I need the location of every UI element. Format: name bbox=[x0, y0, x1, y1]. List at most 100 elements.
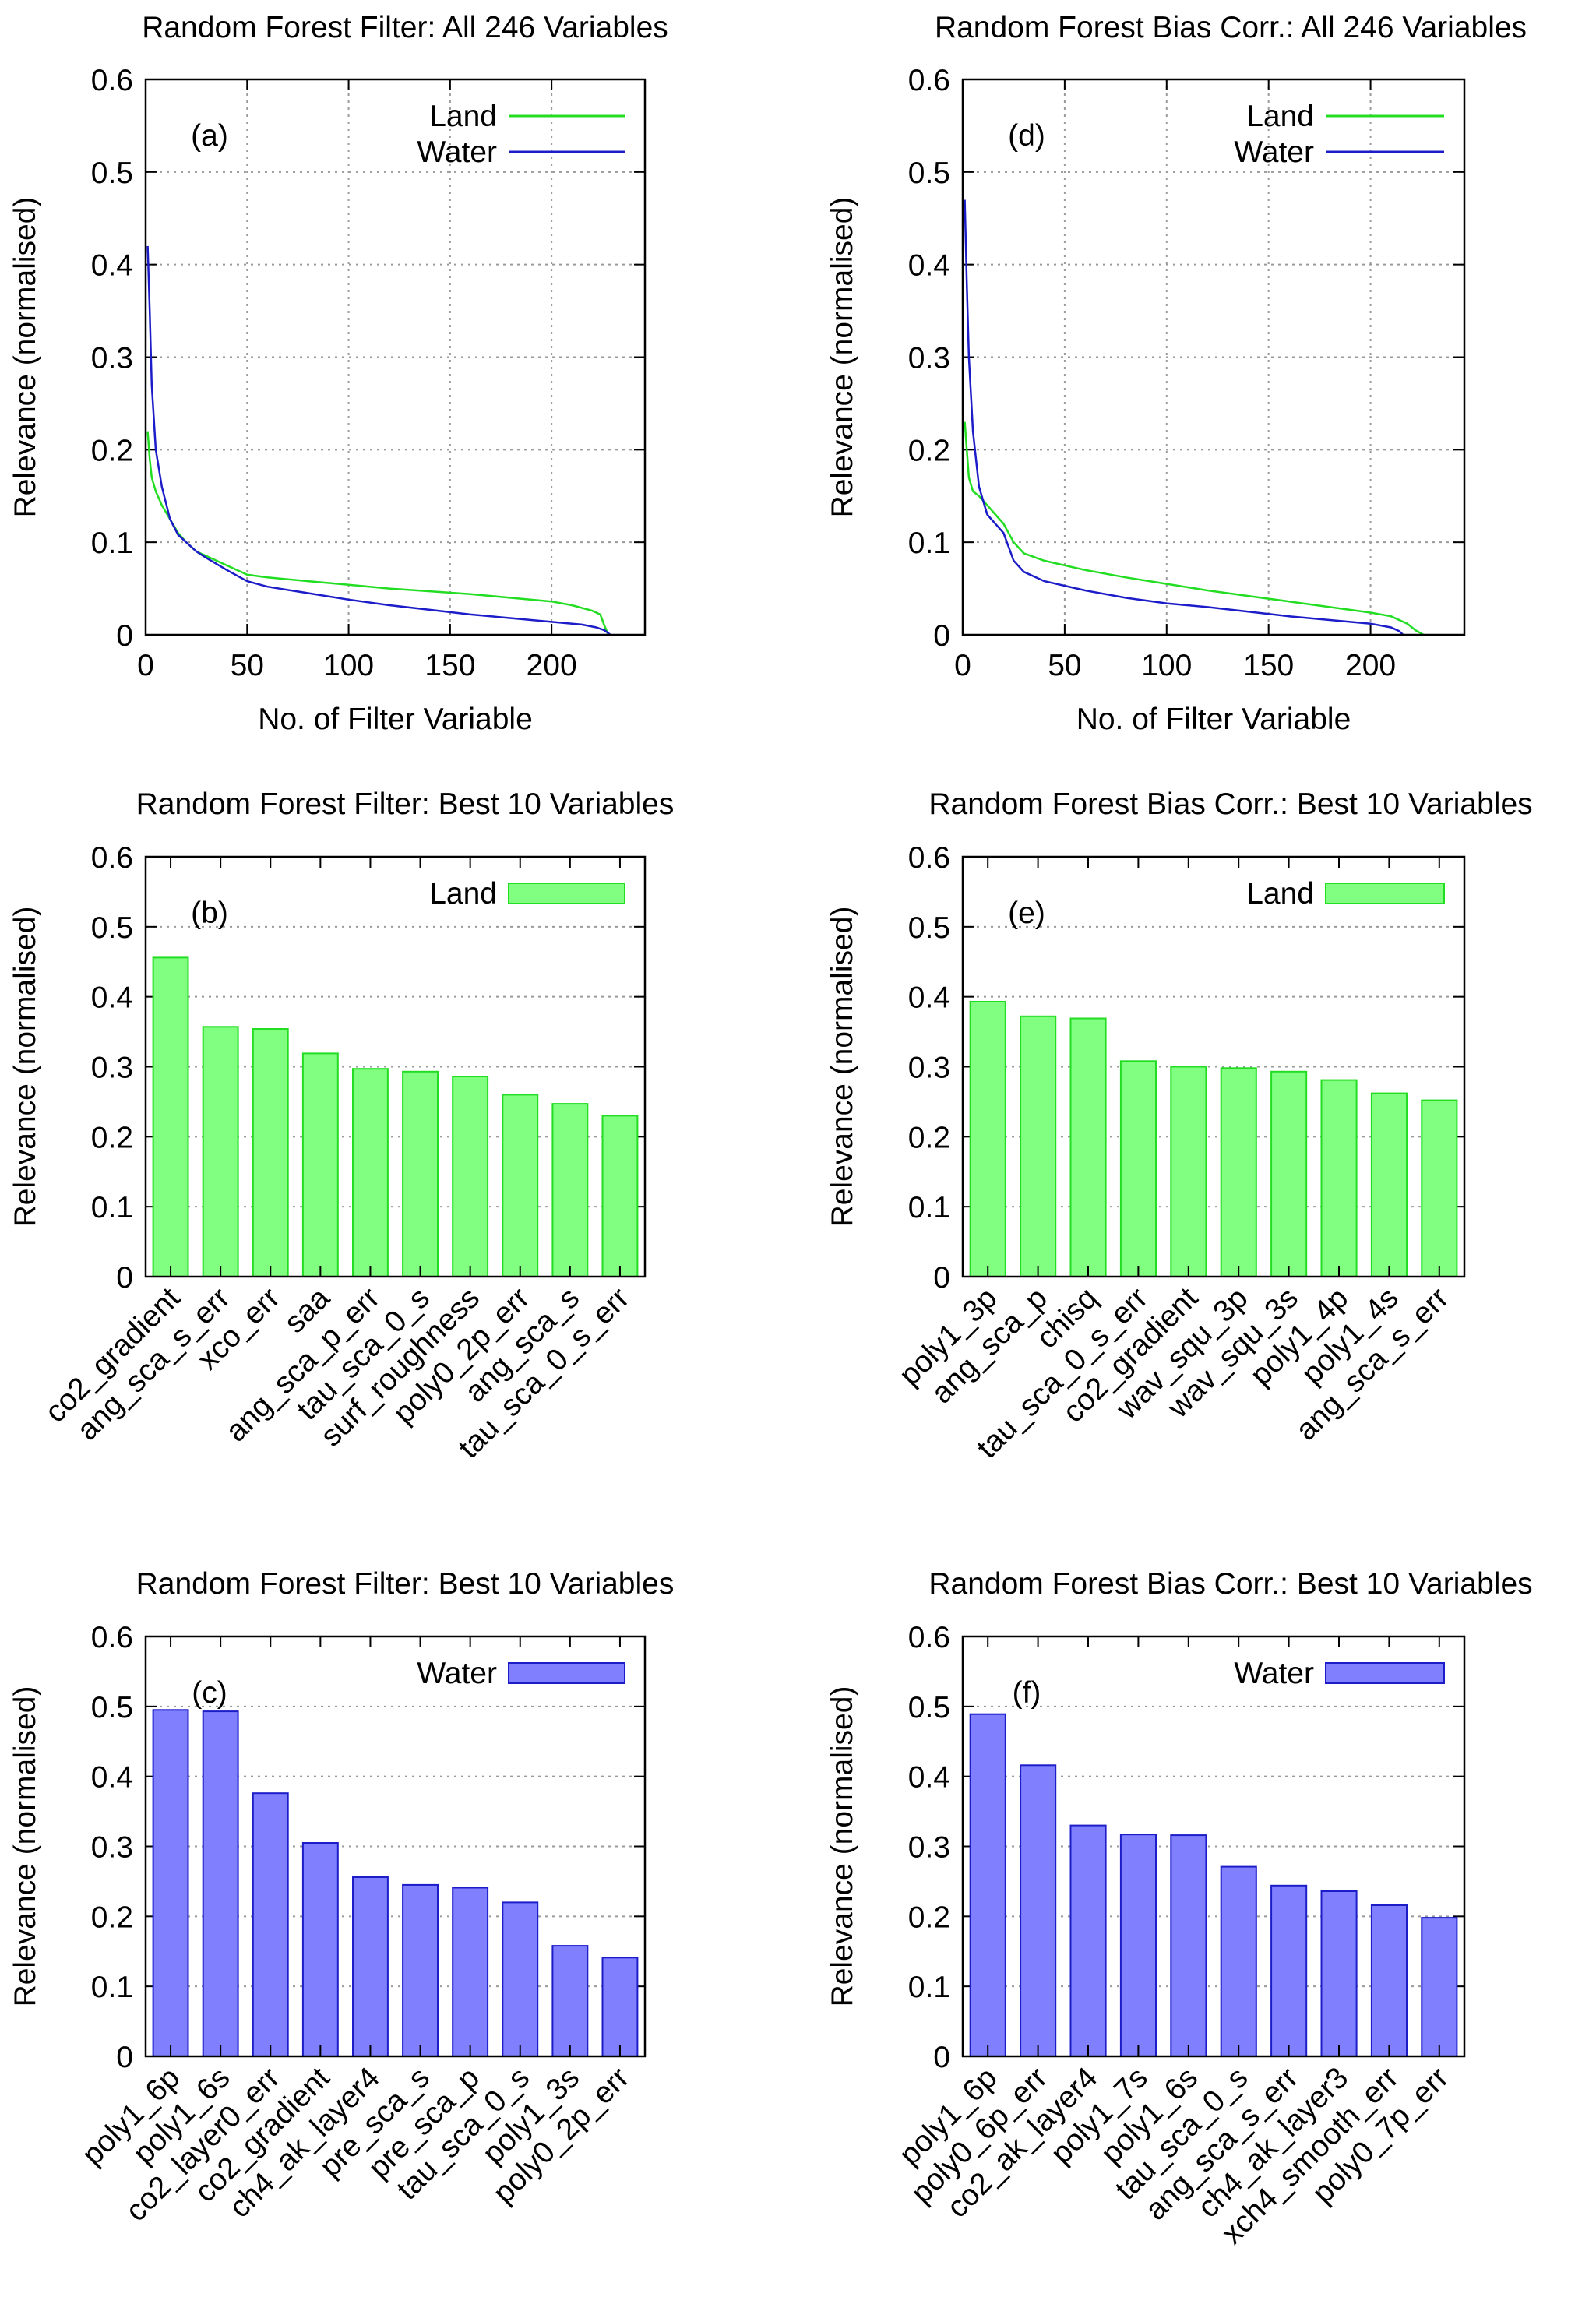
bar bbox=[1119, 1834, 1157, 2057]
panel-label: (c) bbox=[192, 1676, 227, 1710]
y-axis-label: Relevance (normalised) bbox=[826, 197, 859, 518]
y-tick-label: 0.2 bbox=[908, 1901, 950, 1934]
bar bbox=[551, 1103, 589, 1277]
plot-frame bbox=[144, 78, 647, 636]
chart-panel-c: Random Forest Filter: Best 10 Variables0… bbox=[9, 1567, 674, 2228]
legend-label: Water bbox=[417, 1657, 497, 1690]
y-tick-label: 0.4 bbox=[91, 1761, 133, 1795]
bar bbox=[402, 1883, 439, 2057]
y-tick-label: 0.4 bbox=[908, 1761, 950, 1795]
x-tick-label: 50 bbox=[1048, 649, 1081, 682]
chart-panel-d: Random Forest Bias Corr.: All 246 Variab… bbox=[826, 11, 1527, 736]
chart-title: Random Forest Bias Corr.: Best 10 Variab… bbox=[928, 787, 1532, 821]
legend-label: Land bbox=[429, 877, 497, 911]
series-line-land bbox=[964, 421, 1425, 636]
y-tick-label: 0 bbox=[116, 619, 133, 653]
bar bbox=[1370, 1092, 1408, 1277]
bar bbox=[1020, 1015, 1057, 1278]
series-line-water bbox=[964, 199, 1404, 636]
bar bbox=[1170, 1066, 1207, 1277]
y-tick-label: 0.5 bbox=[91, 1691, 133, 1725]
y-tick-label: 0.3 bbox=[908, 342, 950, 375]
y-axis-label: Relevance (normalised) bbox=[826, 907, 859, 1228]
y-tick-label: 0 bbox=[933, 619, 950, 653]
y-tick-label: 0.5 bbox=[91, 157, 133, 190]
y-tick-label: 0.1 bbox=[908, 1971, 950, 2004]
panel-label: (e) bbox=[1008, 897, 1045, 930]
legend-label: Land bbox=[429, 100, 497, 133]
chart-panel-f: Random Forest Bias Corr.: Best 10 Variab… bbox=[826, 1567, 1533, 2250]
bar bbox=[1069, 1017, 1107, 1277]
series-line-water bbox=[146, 245, 611, 636]
chart-title: Random Forest Filter: All 246 Variables bbox=[142, 11, 668, 44]
y-tick-label: 0.2 bbox=[908, 434, 950, 467]
legend-label: Water bbox=[417, 136, 497, 169]
chart-panel-e: Random Forest Bias Corr.: Best 10 Variab… bbox=[826, 787, 1533, 1465]
plot-frame bbox=[961, 1635, 1466, 2058]
bar bbox=[1119, 1060, 1157, 1278]
bar bbox=[452, 1076, 489, 1277]
bar bbox=[601, 1957, 639, 2058]
y-tick-label: 0.1 bbox=[91, 1191, 133, 1224]
y-axis-label: Relevance (normalised) bbox=[9, 907, 42, 1228]
bar bbox=[352, 1068, 389, 1277]
y-tick-label: 0.6 bbox=[908, 841, 950, 875]
panel-label: (d) bbox=[1008, 119, 1045, 153]
bar bbox=[452, 1887, 489, 2057]
y-axis-label: Relevance (normalised) bbox=[9, 197, 42, 518]
bar bbox=[502, 1094, 539, 1278]
y-tick-label: 0.3 bbox=[91, 1831, 133, 1865]
y-tick-label: 0.6 bbox=[91, 1621, 133, 1654]
y-tick-label: 0.3 bbox=[91, 342, 133, 375]
y-tick-label: 0.1 bbox=[908, 1191, 950, 1224]
bar bbox=[402, 1070, 439, 1278]
y-tick-label: 0.6 bbox=[908, 64, 950, 97]
x-tick-label: 0 bbox=[954, 649, 971, 682]
y-tick-label: 0.5 bbox=[91, 911, 133, 945]
series-line-land bbox=[146, 431, 610, 636]
y-tick-label: 0.2 bbox=[91, 1901, 133, 1934]
panel-label: (f) bbox=[1013, 1676, 1041, 1710]
legend-swatch bbox=[1325, 883, 1445, 904]
bar bbox=[1069, 1824, 1107, 2058]
y-tick-label: 0.1 bbox=[91, 1971, 133, 2004]
bar bbox=[352, 1876, 389, 2057]
panel-label: (a) bbox=[191, 119, 228, 153]
panel-label: (b) bbox=[191, 897, 228, 930]
bar bbox=[969, 1001, 1006, 1277]
y-tick-label: 0.6 bbox=[91, 64, 133, 97]
chart-title: Random Forest Filter: Best 10 Variables bbox=[136, 1567, 675, 1601]
y-tick-label: 0.1 bbox=[91, 527, 133, 560]
y-tick-label: 0 bbox=[933, 2041, 950, 2074]
bar bbox=[1170, 1834, 1207, 2058]
legend-label: Land bbox=[1246, 100, 1314, 133]
y-tick-label: 0.2 bbox=[91, 1121, 133, 1154]
chart-title: Random Forest Bias Corr.: All 246 Variab… bbox=[935, 11, 1527, 44]
y-tick-label: 0.5 bbox=[908, 1691, 950, 1725]
chart-panel-a: Random Forest Filter: All 246 Variables 0… bbox=[9, 11, 668, 736]
y-tick-label: 0.4 bbox=[908, 981, 950, 1015]
y-tick-label: 0.1 bbox=[908, 527, 950, 560]
plot-frame bbox=[144, 855, 647, 1278]
x-tick-label: 0 bbox=[137, 649, 154, 682]
bar bbox=[301, 1052, 339, 1278]
y-tick-label: 0.3 bbox=[908, 1831, 950, 1865]
y-tick-label: 0.6 bbox=[908, 1621, 950, 1654]
y-tick-label: 0.3 bbox=[91, 1052, 133, 1085]
bar bbox=[1270, 1070, 1308, 1278]
x-axis-label: No. of Filter Variable bbox=[1076, 703, 1351, 736]
bar bbox=[152, 956, 189, 1278]
bar bbox=[1421, 1917, 1458, 2058]
x-tick-label: 150 bbox=[1243, 649, 1294, 682]
chart-title: Random Forest Filter: Best 10 Variables bbox=[136, 787, 675, 821]
y-tick-label: 0.2 bbox=[91, 434, 133, 467]
bar bbox=[1370, 1904, 1408, 2057]
y-tick-label: 0.4 bbox=[908, 249, 950, 283]
y-axis-label: Relevance (normalised) bbox=[826, 1686, 859, 2007]
legend-label: Water bbox=[1234, 1657, 1314, 1690]
legend-swatch bbox=[508, 883, 625, 904]
bar bbox=[1320, 1079, 1358, 1277]
bar bbox=[502, 1901, 539, 2057]
plot-frame bbox=[144, 1635, 647, 2058]
